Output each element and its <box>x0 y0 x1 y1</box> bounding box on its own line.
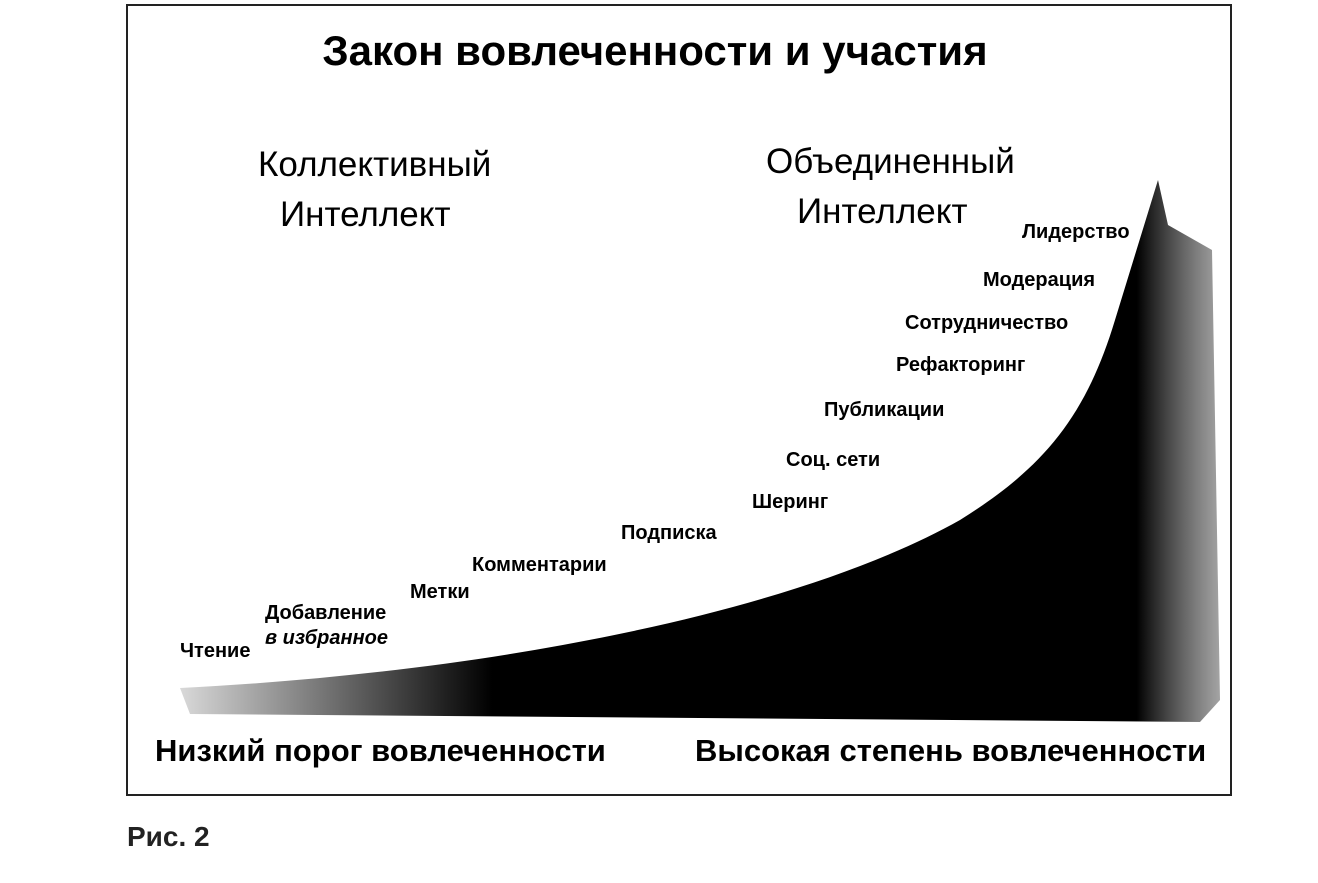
stage-label: Комментарии <box>472 554 607 576</box>
stage-label: Публикации <box>824 399 944 421</box>
title: Закон вовлеченности и участия <box>322 27 987 74</box>
stage-label: Сотрудничество <box>905 312 1068 334</box>
stage-label: Рефакторинг <box>896 354 1025 376</box>
stage-label: Добавление <box>265 602 386 624</box>
stage-label: Лидерство <box>1022 221 1130 243</box>
stage-label: Чтение <box>180 640 250 662</box>
heading: Объединенный <box>766 142 1015 181</box>
heading: Коллективный <box>258 145 491 184</box>
stage-label: Шеринг <box>752 491 828 513</box>
bottom-label: Высокая степень вовлеченности <box>695 733 1206 768</box>
engagement-curve <box>180 180 1220 722</box>
heading: Интеллект <box>280 195 450 234</box>
stage-label: в избранное <box>265 627 388 649</box>
bottom-label: Низкий порог вовлеченности <box>155 733 606 768</box>
heading: Интеллект <box>797 192 967 231</box>
caption: Рис. 2 <box>127 821 210 852</box>
stage-label: Метки <box>410 581 470 603</box>
stage-label: Соц. сети <box>786 449 880 471</box>
stage-label: Модерация <box>983 269 1095 291</box>
stage-label: Подписка <box>621 522 718 544</box>
frame <box>126 4 1232 796</box>
